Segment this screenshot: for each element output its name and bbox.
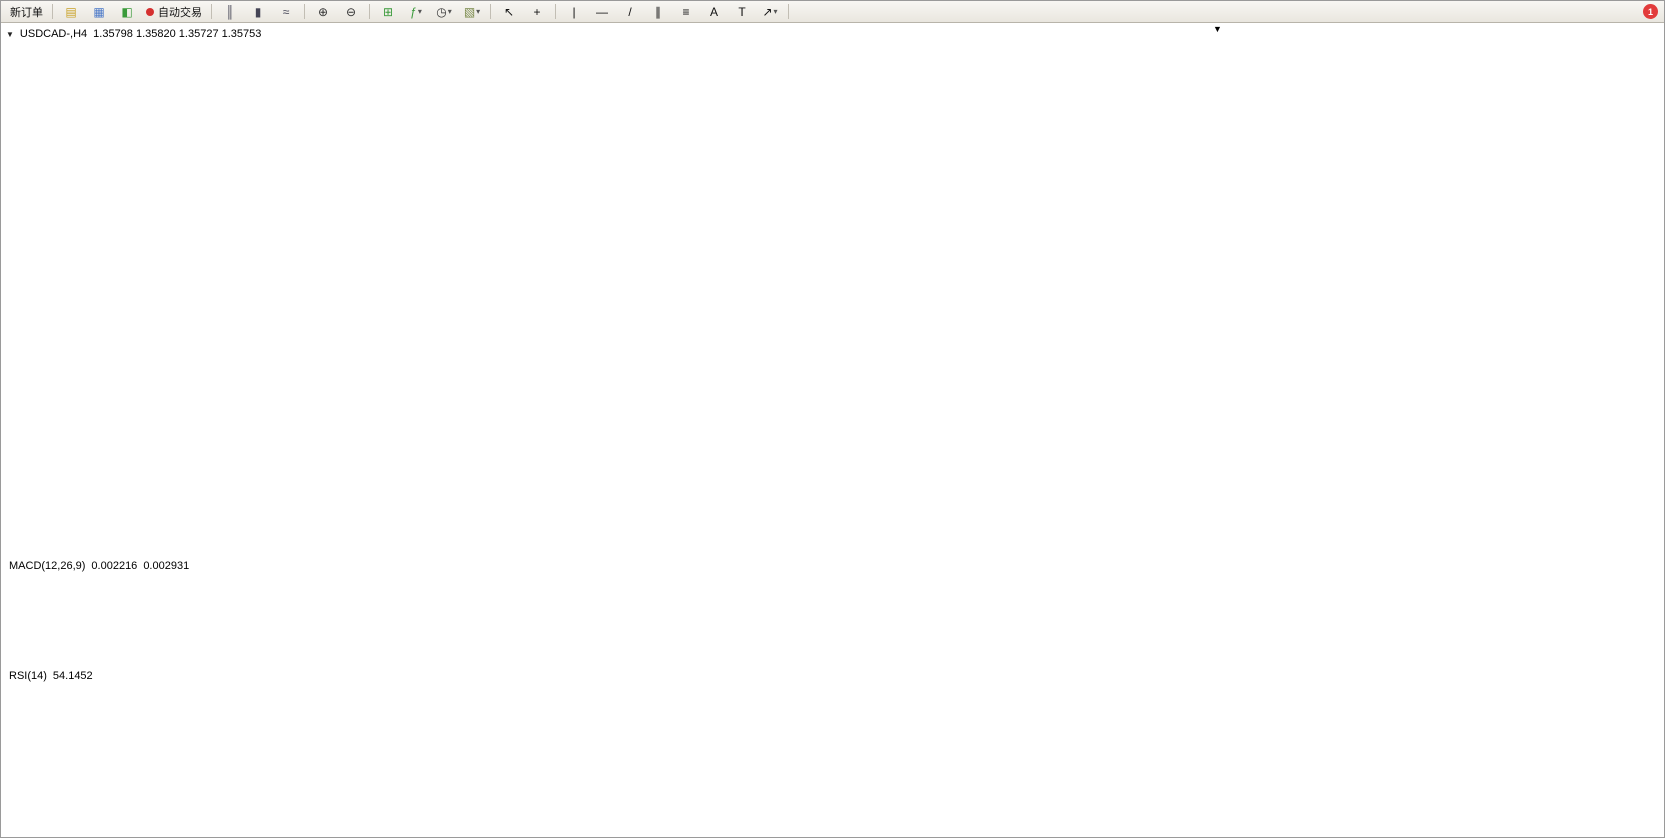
autotrading-status-icon: [146, 7, 154, 16]
label-tool-icon: T: [738, 4, 746, 19]
macd-signal-value: 0.002931: [143, 560, 190, 572]
cursor-icon: ↖: [503, 4, 515, 19]
candlestick-chart-icon: ▮: [254, 4, 262, 19]
fibonacci-icon: ≡: [682, 4, 690, 19]
zoom-in-icon: ⊕: [317, 4, 329, 19]
toolbar: 新订单 ▤ ▦ ◧ 自动交易 ║ ▮ ≈ ⊕ ⊖ ⊞ ƒ ▾ ◷ ▾ ▧ ▾ ↖ + | — / ∥ ≡ A T ↗ ▾: [1, 1, 1664, 23]
toolbar-separator: [555, 4, 556, 19]
data-window-icon: ◧: [121, 4, 133, 19]
macd-indicator-header: MACD(12,26,9) 0.002216 0.002931: [9, 560, 189, 572]
profiles-icon[interactable]: ▦: [86, 2, 112, 22]
horizontal-line-icon: —: [596, 4, 608, 19]
toolbar-separator: [369, 4, 370, 19]
tile-windows-icon[interactable]: ⊞: [375, 2, 401, 22]
vertical-line-icon[interactable]: |: [561, 2, 587, 22]
chart-shift-marker[interactable]: ▼: [1213, 24, 1222, 34]
rsi-indicator-header: RSI(14) 54.1452: [9, 670, 93, 682]
new-order-button[interactable]: 新订单: [6, 2, 47, 22]
notification-badge[interactable]: 1: [1643, 4, 1658, 19]
periods-icon-dropdown[interactable]: ▾: [447, 7, 452, 16]
crosshair-icon[interactable]: +: [524, 2, 550, 22]
text-tool-icon: A: [709, 4, 718, 19]
horizontal-line-icon[interactable]: —: [589, 2, 615, 22]
equidistant-channel-icon[interactable]: ∥: [645, 2, 671, 22]
macd-label: MACD(12,26,9): [9, 560, 86, 572]
chart-collapse-icon[interactable]: ▼: [6, 29, 14, 39]
bar-chart-icon: ║: [225, 4, 235, 19]
bar-chart-icon[interactable]: ║: [217, 2, 243, 22]
autotrading-button-label: 自动交易: [158, 6, 202, 19]
rsi-label: RSI(14): [9, 670, 47, 682]
text-tool-icon[interactable]: A: [701, 2, 727, 22]
arrows-tool-icon: ↗: [762, 4, 773, 19]
line-chart-icon: ≈: [282, 4, 290, 19]
chart-ohlc-values: 1.35798 1.35820 1.35727 1.35753: [93, 28, 262, 40]
indicators-icon[interactable]: ƒ ▾: [403, 2, 429, 22]
chart-symbol-label: USDCAD-,H4: [19, 28, 88, 40]
autotrading-button[interactable]: 自动交易: [142, 2, 206, 22]
new-order-button-label: 新订单: [10, 6, 43, 19]
arrows-tool-icon[interactable]: ↗ ▾: [757, 2, 783, 22]
indicators-icon: ƒ: [410, 4, 417, 19]
toolbar-separator: [490, 4, 491, 19]
periods-icon: ◷: [436, 4, 447, 19]
templates-icon: ▧: [463, 4, 476, 19]
tile-windows-icon: ⊞: [382, 4, 394, 19]
cursor-icon[interactable]: ↖: [496, 2, 522, 22]
zoom-out-icon: ⊖: [345, 4, 357, 19]
toolbar-separator: [211, 4, 212, 19]
toolbar-separator: [788, 4, 789, 19]
rsi-value: 54.1452: [52, 670, 93, 682]
profiles-icon: ▦: [93, 4, 105, 19]
trendline-icon[interactable]: /: [617, 2, 643, 22]
crosshair-icon: +: [533, 4, 541, 19]
zoom-out-icon[interactable]: ⊖: [338, 2, 364, 22]
equidistant-channel-icon: ∥: [655, 4, 661, 19]
data-window-icon[interactable]: ◧: [114, 2, 140, 22]
trendline-icon: /: [628, 4, 632, 19]
templates-icon[interactable]: ▧ ▾: [459, 2, 485, 22]
toolbar-separator: [52, 4, 53, 19]
vertical-line-icon: |: [572, 4, 576, 19]
arrows-tool-icon-dropdown[interactable]: ▾: [773, 7, 778, 16]
charts-window-icon[interactable]: ▤: [58, 2, 84, 22]
label-tool-icon[interactable]: T: [729, 2, 755, 22]
candlestick-chart-icon[interactable]: ▮: [245, 2, 271, 22]
zoom-in-icon[interactable]: ⊕: [310, 2, 336, 22]
charts-window-icon: ▤: [65, 4, 77, 19]
line-chart-icon[interactable]: ≈: [273, 2, 299, 22]
fibonacci-icon[interactable]: ≡: [673, 2, 699, 22]
toolbar-separator: [304, 4, 305, 19]
periods-icon[interactable]: ◷ ▾: [431, 2, 457, 22]
macd-main-value: 0.002216: [91, 560, 138, 572]
chart-symbol-header: ▼ USDCAD-,H4 1.35798 1.35820 1.35727 1.3…: [6, 28, 261, 40]
indicators-icon-dropdown[interactable]: ▾: [417, 7, 422, 16]
templates-icon-dropdown[interactable]: ▾: [476, 7, 481, 16]
